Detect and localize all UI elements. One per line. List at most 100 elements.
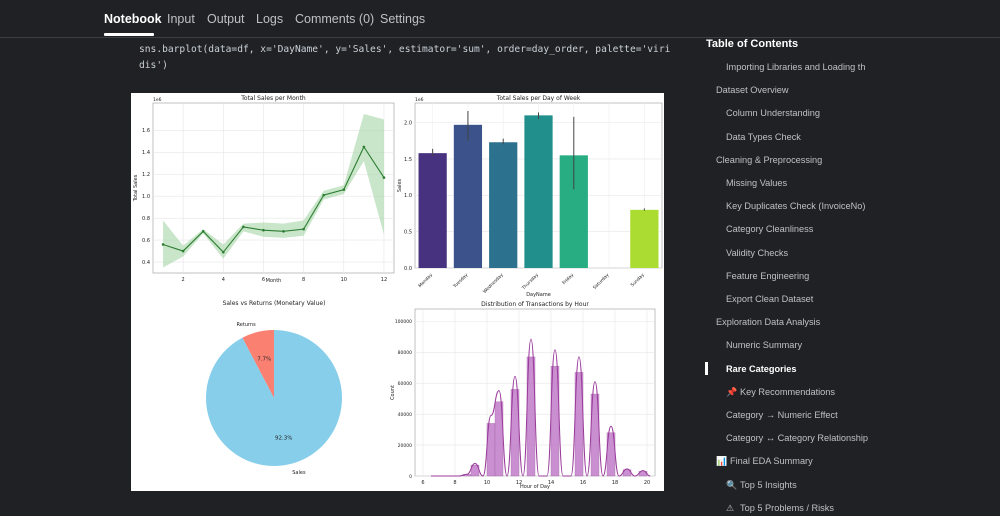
toc-item-label: Exploration Data Analysis xyxy=(716,317,821,328)
bar xyxy=(489,142,518,268)
toc-item[interactable]: 📊 Final EDA Summary xyxy=(716,456,881,467)
tab-settings[interactable]: Settings xyxy=(380,12,426,26)
toc-item[interactable]: Missing Values xyxy=(726,178,891,188)
tab-output[interactable]: Output xyxy=(207,12,245,26)
toc-item-label: Category → Numeric Effect xyxy=(726,410,838,420)
data-point xyxy=(161,243,165,246)
code-cell[interactable]: sns.barplot(data=df, x='DayName', y='Sal… xyxy=(139,42,671,74)
toc-item[interactable]: Feature Engineering xyxy=(726,271,891,281)
x-tick-label: 6 xyxy=(421,480,424,486)
data-point xyxy=(181,249,185,253)
toc-item-label: Column Understanding xyxy=(726,108,820,119)
y-axis-label: Sales xyxy=(397,178,403,192)
confidence-band xyxy=(163,113,384,268)
pie-category-label: Returns xyxy=(237,322,257,328)
toc-active-indicator xyxy=(705,362,708,375)
toc-item-label: Feature Engineering xyxy=(726,270,810,281)
toc-title: Table of Contents xyxy=(706,38,799,50)
toc-item-label: Final EDA Summary xyxy=(730,456,813,467)
x-tick-label: 10 xyxy=(484,480,490,486)
kde-curve xyxy=(431,338,651,477)
toc-item[interactable]: Validity Checks xyxy=(726,248,891,258)
pie-value-label: 92.3% xyxy=(275,436,292,442)
toc-item[interactable]: Importing Libraries and Loading th xyxy=(726,62,891,72)
toc-item-label: Cleaning & Preprocessing xyxy=(716,154,823,165)
y-tick-label: 80000 xyxy=(398,350,412,356)
series-line xyxy=(162,145,385,253)
y-tick-label: 60000 xyxy=(398,381,412,387)
x-tick-label: 12 xyxy=(516,480,522,486)
y-tick-label: 0.0 xyxy=(404,266,412,272)
toc-item[interactable]: 📌 Key Recommendations xyxy=(726,387,891,398)
toc-item-label: Key Duplicates Check (InvoiceNo) xyxy=(726,201,866,212)
toc-item[interactable]: Rare Categories xyxy=(726,364,891,374)
toc-item[interactable]: Category ↔ Category Relationship xyxy=(726,433,891,443)
toc-item-label: Rare Categories xyxy=(726,363,797,374)
pie-slice xyxy=(242,330,274,398)
magnifier-icon: 🔍 xyxy=(726,479,738,490)
toc-item-label: Export Clean Dataset xyxy=(726,294,814,304)
x-tick-label: Wednesday xyxy=(482,272,505,295)
y-tick-label: 1.0 xyxy=(404,193,412,199)
tab-comments[interactable]: Comments (0) xyxy=(295,12,375,26)
y-scale-label: 1e6 xyxy=(153,97,162,103)
data-point xyxy=(362,145,366,149)
bar xyxy=(630,209,659,268)
toc-item[interactable]: Column Understanding xyxy=(726,108,891,118)
y-tick-label: 0.6 xyxy=(142,238,150,244)
warning-icon: ⚠ xyxy=(726,502,735,513)
data-point xyxy=(242,225,245,229)
tab-logs[interactable]: Logs xyxy=(256,12,284,26)
toc-item-label: Data Types Check xyxy=(726,131,801,142)
bar-chart-icon: 📊 xyxy=(716,456,728,467)
bar xyxy=(524,115,553,268)
data-point xyxy=(382,176,386,179)
x-tick-label: 4 xyxy=(222,277,225,283)
x-tick-label: Tuesday xyxy=(451,272,469,290)
y-tick-label: 1.4 xyxy=(142,150,150,156)
y-tick-label: 0 xyxy=(409,474,412,480)
chart-title: Total Sales per Month xyxy=(240,95,306,102)
tab-input[interactable]: Input xyxy=(167,12,195,26)
toc-item[interactable]: Cleaning & Preprocessing xyxy=(716,155,881,165)
toc-item[interactable]: Exploration Data Analysis xyxy=(716,317,881,327)
x-tick-label: 8 xyxy=(302,277,305,283)
toc-item[interactable]: Category → Numeric Effect xyxy=(726,410,891,420)
bar xyxy=(453,124,483,268)
notebook-tabs: Notebook Input Output Logs Comments (0) … xyxy=(0,0,1000,38)
toc-item[interactable]: Numeric Summary xyxy=(726,340,891,350)
toc-item-label: Importing Libraries and Loading th xyxy=(726,62,866,72)
y-axis-label: Total Sales xyxy=(133,174,139,202)
y-tick-label: 1.6 xyxy=(142,128,150,134)
y-tick-label: 1.0 xyxy=(142,194,150,200)
data-point xyxy=(322,193,326,197)
toc-item-label: Top 5 Problems / Risks xyxy=(740,502,834,513)
y-scale-label: 1e6 xyxy=(415,97,424,103)
toc-item-label: Key Recommendations xyxy=(740,386,835,397)
x-axis-label: DayName xyxy=(526,292,551,298)
toc-item[interactable]: 🔍 Top 5 Insights xyxy=(726,480,891,491)
toc-item[interactable]: Export Clean Dataset xyxy=(726,294,891,304)
data-point xyxy=(342,188,346,191)
chart-title: Sales vs Returns (Monetary Value) xyxy=(223,300,326,307)
toc-item[interactable]: Data Types Check xyxy=(726,132,891,142)
toc-item[interactable]: Key Duplicates Check (InvoiceNo) xyxy=(726,201,891,211)
data-point xyxy=(282,230,285,233)
y-tick-label: 100000 xyxy=(395,319,412,325)
toc-item[interactable]: ⚠ Top 5 Problems / Risks xyxy=(726,503,891,514)
x-tick-label: 16 xyxy=(580,480,586,486)
x-tick-label: Sunday xyxy=(630,272,646,288)
toc-item[interactable]: Dataset Overview xyxy=(716,85,881,95)
y-axis-label: Count xyxy=(390,385,396,400)
active-tab-indicator xyxy=(104,33,154,36)
data-point xyxy=(221,250,225,254)
x-tick-label: 2 xyxy=(182,277,185,283)
chart-title: Distribution of Transactions by Hour xyxy=(481,301,589,308)
pushpin-icon: 📌 xyxy=(726,386,738,397)
x-tick-label: 10 xyxy=(341,277,347,283)
toc-item[interactable]: Category Cleanliness xyxy=(726,224,891,234)
toc-item-label: Numeric Summary xyxy=(726,340,803,351)
code-line: sns.barplot(data=df, x='DayName', y='Sal… xyxy=(139,44,671,55)
tab-notebook[interactable]: Notebook xyxy=(104,12,162,26)
x-tick-label: 12 xyxy=(381,277,387,283)
